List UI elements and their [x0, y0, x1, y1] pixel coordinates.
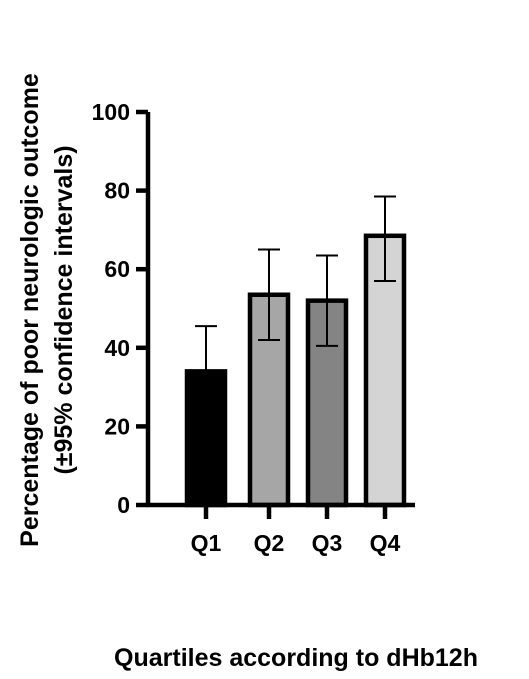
x-axis-title: Quartiles according to dHb12h: [114, 644, 478, 672]
y-axis: 0 20 40 60 80 100: [92, 99, 151, 518]
x-tick-label-q2: Q2: [254, 530, 285, 556]
x-tick-label-q4: Q4: [370, 530, 401, 556]
y-tick-label-20: 20: [104, 413, 130, 439]
error-bars-group: [195, 195, 396, 420]
x-axis: Q1 Q2 Q3 Q4: [146, 502, 415, 556]
error-bar-q2: [258, 248, 280, 341]
y-axis-title-line2: (±95% confidence intervals): [50, 145, 78, 474]
bars-group: [184, 233, 407, 508]
x-tick-label-q1: Q1: [191, 530, 222, 556]
x-tick-label-q3: Q3: [312, 530, 343, 556]
y-axis-title-line1: Percentage of poor neurologic outcome: [16, 73, 44, 547]
y-tick-label-0: 0: [117, 492, 130, 518]
y-tick-label-100: 100: [92, 99, 130, 125]
error-bar-q3: [316, 254, 338, 347]
bar-q4: [363, 233, 407, 508]
error-bar-q4: [374, 195, 396, 282]
y-tick-label-60: 60: [104, 256, 130, 282]
y-tick-label-80: 80: [104, 178, 130, 204]
y-tick-label-40: 40: [104, 335, 130, 361]
error-bar-q1: [195, 325, 217, 420]
